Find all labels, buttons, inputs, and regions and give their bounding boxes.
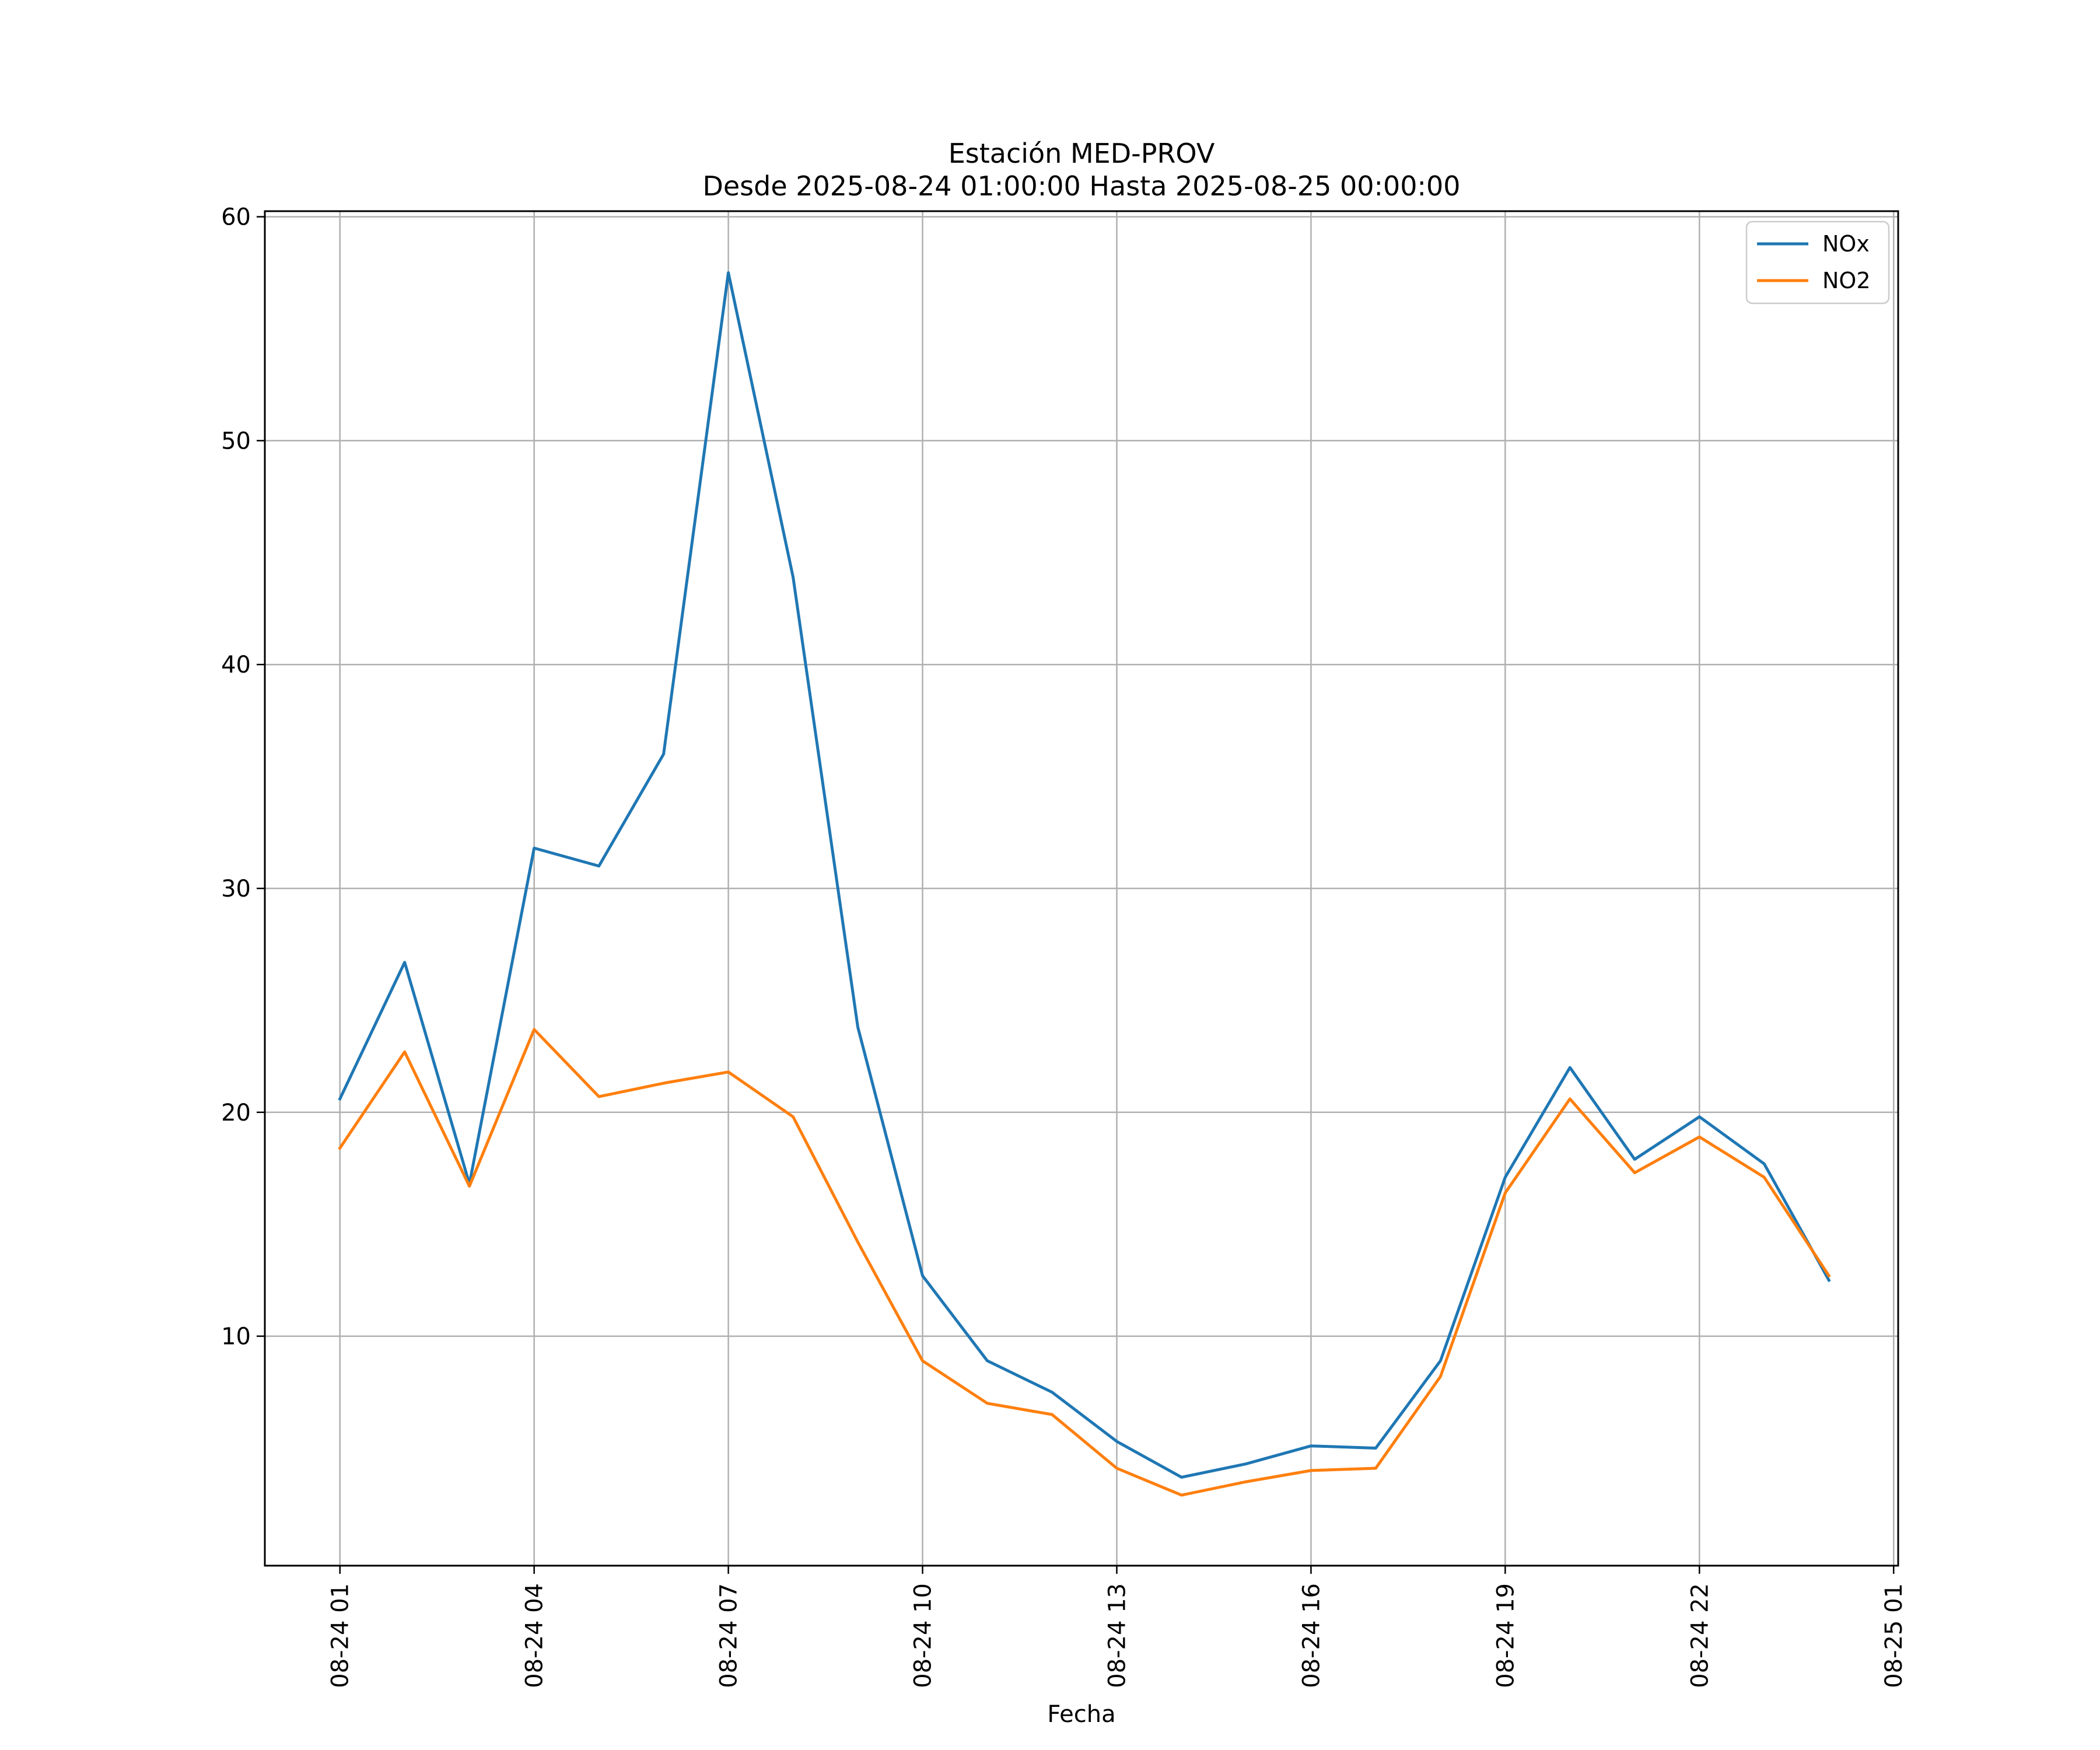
chart-title-line-1: Estación MED-PROV (949, 138, 1215, 169)
x-tick-label: 08-24 07 (716, 1583, 743, 1688)
x-tick-label: 08-24 19 (1492, 1583, 1519, 1688)
series-line-nox (338, 271, 1831, 1479)
y-tick-label: 30 (221, 876, 251, 902)
legend-nox-label: NOx (1822, 231, 1870, 257)
series-line-no2 (338, 1028, 1831, 1497)
y-tick-label: 40 (221, 652, 251, 678)
y-tick-label: 10 (221, 1324, 251, 1350)
x-tick-label: 08-24 13 (1104, 1583, 1130, 1688)
x-tick-label: 08-24 04 (522, 1583, 548, 1688)
y-tick-label: 60 (221, 204, 251, 231)
x-tick-label: 08-24 10 (910, 1583, 937, 1688)
x-tick-label: 08-24 01 (327, 1583, 354, 1688)
grid (265, 211, 1898, 1566)
x-tick-label: 08-25 01 (1881, 1583, 1908, 1688)
axis-ticks: 10 20 30 40 50 60 08-24 01 08-24 04 08-24 07 08-2… (221, 204, 1908, 1688)
x-tick-label: 08-24 22 (1686, 1583, 1713, 1688)
legend-box (1745, 220, 1890, 304)
y-tick-label: 50 (221, 428, 251, 454)
x-axis-label: Fecha (1047, 1701, 1115, 1728)
legend: NOx NO2 (1745, 220, 1890, 304)
chart-title-line-2: Desde 2025-08-24 01:00:00 Hasta 2025-08-… (702, 170, 1460, 202)
x-tick-label: 08-24 16 (1298, 1583, 1325, 1688)
y-tick-label: 20 (221, 1100, 251, 1126)
series-layer (338, 271, 1831, 1497)
legend-no2-label: NO2 (1822, 268, 1871, 293)
